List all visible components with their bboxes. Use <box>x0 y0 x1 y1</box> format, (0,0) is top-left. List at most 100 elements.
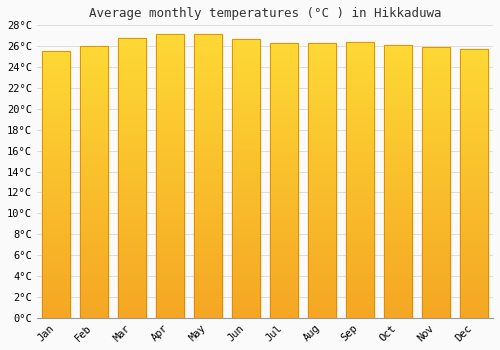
Bar <box>270 76 298 79</box>
Bar <box>384 45 412 48</box>
Bar <box>460 234 488 237</box>
Bar <box>460 92 488 95</box>
Bar <box>346 111 374 114</box>
Bar <box>194 181 222 184</box>
Bar <box>194 173 222 176</box>
Bar <box>42 193 70 195</box>
Bar <box>80 212 108 215</box>
Bar <box>194 298 222 301</box>
Bar <box>232 293 260 295</box>
Bar <box>42 126 70 129</box>
Bar <box>346 186 374 188</box>
Bar <box>346 257 374 260</box>
Bar <box>118 161 146 164</box>
Bar <box>384 310 412 313</box>
Bar <box>346 293 374 296</box>
Bar <box>308 172 336 175</box>
Bar <box>118 94 146 97</box>
Bar <box>270 211 298 214</box>
Bar <box>118 130 146 133</box>
Bar <box>42 187 70 190</box>
Bar <box>384 94 412 97</box>
Bar <box>232 44 260 47</box>
Bar <box>156 227 184 230</box>
Bar <box>80 256 108 258</box>
Bar <box>42 209 70 211</box>
Bar <box>422 50 450 52</box>
Bar <box>384 45 412 318</box>
Bar <box>232 92 260 94</box>
Bar <box>194 91 222 93</box>
Bar <box>384 72 412 75</box>
Bar <box>42 302 70 304</box>
Bar <box>460 224 488 226</box>
Bar <box>42 60 70 62</box>
Bar <box>422 218 450 220</box>
Bar <box>346 139 374 141</box>
Bar <box>308 142 336 145</box>
Bar <box>232 145 260 148</box>
Bar <box>270 54 298 57</box>
Bar <box>42 235 70 238</box>
Bar <box>232 215 260 217</box>
Bar <box>384 135 412 138</box>
Bar <box>460 213 488 216</box>
Bar <box>460 291 488 294</box>
Bar <box>460 299 488 302</box>
Bar <box>346 89 374 92</box>
Bar <box>194 68 222 71</box>
Bar <box>80 71 108 74</box>
Bar <box>42 83 70 86</box>
Bar <box>308 211 336 214</box>
Bar <box>194 136 222 139</box>
Bar <box>384 97 412 100</box>
Bar <box>308 167 336 169</box>
Bar <box>270 312 298 315</box>
Bar <box>460 184 488 186</box>
Bar <box>80 220 108 223</box>
Bar <box>460 243 488 245</box>
Bar <box>232 209 260 212</box>
Bar <box>346 119 374 122</box>
Bar <box>118 290 146 293</box>
Bar <box>270 194 298 197</box>
Bar <box>384 214 412 217</box>
Bar <box>308 191 336 194</box>
Bar <box>194 51 222 54</box>
Bar <box>346 169 374 171</box>
Bar <box>270 241 298 244</box>
Bar <box>156 281 184 284</box>
Bar <box>384 83 412 86</box>
Bar <box>42 102 70 105</box>
Bar <box>270 92 298 95</box>
Bar <box>422 220 450 223</box>
Bar <box>460 84 488 87</box>
Bar <box>118 71 146 74</box>
Bar <box>156 34 184 36</box>
Bar <box>232 301 260 304</box>
Bar <box>194 59 222 62</box>
Bar <box>346 282 374 285</box>
Bar <box>346 103 374 105</box>
Bar <box>346 180 374 183</box>
Bar <box>232 240 260 243</box>
Bar <box>422 174 450 177</box>
Bar <box>422 82 450 85</box>
Bar <box>232 234 260 237</box>
Bar <box>308 112 336 114</box>
Bar <box>156 244 184 247</box>
Bar <box>194 127 222 130</box>
Bar <box>422 96 450 99</box>
Bar <box>308 161 336 164</box>
Bar <box>232 226 260 229</box>
Bar <box>232 212 260 215</box>
Bar <box>384 48 412 51</box>
Bar <box>156 74 184 76</box>
Bar <box>118 46 146 49</box>
Bar <box>156 289 184 292</box>
Bar <box>270 70 298 73</box>
Bar <box>308 183 336 186</box>
Bar <box>42 107 70 110</box>
Bar <box>232 84 260 86</box>
Bar <box>384 315 412 318</box>
